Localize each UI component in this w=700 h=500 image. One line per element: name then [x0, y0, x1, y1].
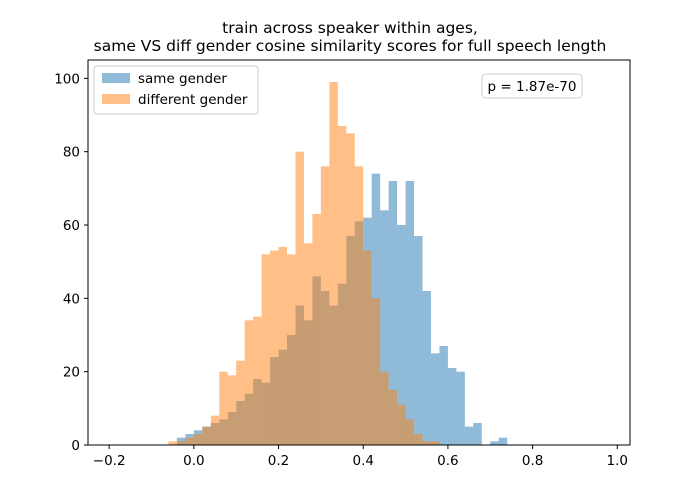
- histogram-bar-same-gender: [447, 368, 457, 445]
- histogram-bar-different-gender: [354, 166, 364, 446]
- x-tick-label: −0.2: [93, 453, 126, 469]
- histogram-bar-different-gender: [287, 254, 296, 445]
- histogram-bar-different-gender: [430, 441, 440, 445]
- x-tick-label: 0.2: [268, 453, 289, 469]
- histogram-bar-same-gender: [405, 181, 415, 445]
- histogram-bar-different-gender: [303, 243, 313, 445]
- x-tick-label: 0.0: [183, 453, 204, 469]
- histogram-bar-same-gender: [490, 441, 499, 445]
- histogram-bar-different-gender: [312, 214, 321, 445]
- histogram-bar-different-gender: [219, 371, 228, 445]
- histogram-bar-different-gender: [253, 316, 262, 445]
- legend-swatch-different-gender: [102, 94, 130, 104]
- histogram-bar-same-gender: [397, 225, 406, 445]
- histogram-bar-different-gender: [236, 360, 245, 445]
- histogram-bar-same-gender: [422, 291, 431, 445]
- x-tick-label: 1.0: [607, 453, 628, 469]
- histogram-bar-different-gender: [210, 415, 220, 445]
- histogram-bar-different-gender: [388, 390, 398, 445]
- chart-title-line-1: train across speaker within ages,: [222, 19, 478, 37]
- histogram-bar-different-gender: [329, 82, 338, 445]
- y-tick-label: 60: [63, 218, 80, 234]
- x-tick-label: 0.8: [522, 453, 543, 469]
- histogram-bar-same-gender: [464, 426, 474, 445]
- histogram-bar-different-gender: [422, 441, 431, 445]
- histogram-bar-different-gender: [261, 254, 271, 445]
- legend-label-different-gender: different gender: [138, 92, 248, 108]
- histogram-bar-different-gender: [380, 371, 389, 445]
- legend-swatch-same-gender: [102, 73, 130, 83]
- histogram-bar-different-gender: [244, 320, 254, 445]
- histogram-bar-different-gender: [227, 375, 237, 445]
- histogram-bar-same-gender: [473, 423, 482, 445]
- p-value-box: [481, 73, 583, 99]
- p-value-text: p = 1.87e-70: [488, 79, 577, 95]
- x-tick-label: 0.6: [437, 453, 458, 469]
- legend: same gender different gender: [93, 65, 259, 115]
- histogram-bar-different-gender: [168, 441, 177, 445]
- y-tick-label: 0: [71, 438, 80, 454]
- y-tick-label: 40: [63, 291, 80, 307]
- x-axis-ticks: −0.2 0.0 0.2 0.4 0.6 0.8 1.0: [93, 445, 628, 469]
- legend-box: [93, 65, 259, 115]
- histogram-bar-different-gender: [414, 434, 423, 445]
- histogram-bar-different-gender: [397, 404, 406, 445]
- bars-layer: [168, 82, 508, 446]
- histogram-bar-same-gender: [388, 181, 398, 445]
- histogram-bar-same-gender: [456, 371, 465, 445]
- histogram-bar-same-gender: [176, 437, 186, 445]
- histogram-bar-same-gender: [380, 210, 389, 445]
- histogram-bar-same-gender: [439, 346, 448, 445]
- histogram-bar-different-gender: [346, 133, 355, 446]
- histogram-bar-different-gender: [278, 247, 288, 445]
- histogram-bar-same-gender: [430, 353, 440, 445]
- y-tick-label: 20: [63, 365, 80, 381]
- histogram-bar-different-gender: [295, 151, 304, 445]
- histogram-bar-different-gender: [371, 298, 381, 445]
- y-tick-label: 80: [63, 145, 80, 161]
- axes-frame: [87, 59, 631, 446]
- histogram-bar-different-gender: [202, 426, 211, 445]
- histogram-bar-same-gender: [414, 236, 423, 445]
- y-axis-ticks: 0 20 40 60 80 100: [54, 71, 88, 454]
- p-value-annotation: p = 1.87e-70: [481, 73, 583, 99]
- histogram-bar-different-gender: [270, 250, 279, 445]
- legend-label-same-gender: same gender: [138, 71, 227, 87]
- histogram-bar-different-gender: [185, 437, 194, 445]
- histogram-bar-different-gender: [193, 434, 203, 445]
- histogram-bar-different-gender: [363, 250, 372, 445]
- histogram-bar-different-gender: [337, 126, 347, 445]
- histogram-bar-different-gender: [320, 166, 330, 446]
- histogram-bar-different-gender: [176, 441, 186, 445]
- histogram-bar-different-gender: [405, 419, 415, 445]
- x-tick-label: 0.4: [352, 453, 373, 469]
- y-tick-label: 100: [54, 71, 80, 87]
- histogram-bar-same-gender: [498, 437, 508, 445]
- chart-title-line-2: same VS diff gender cosine similarity sc…: [93, 37, 607, 55]
